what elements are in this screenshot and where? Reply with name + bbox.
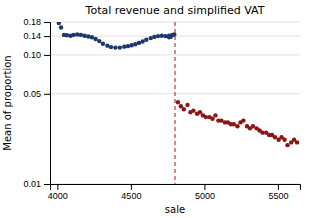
x-axis: 4000 4500 5000 5500 (48, 184, 301, 201)
tick-mark (44, 94, 50, 95)
grid-line (50, 54, 300, 55)
tick-label: 0.18 (23, 17, 41, 27)
tick: 0.05 (23, 89, 50, 99)
point (59, 25, 63, 29)
point (176, 100, 180, 104)
tick-mark (44, 184, 50, 185)
point (152, 35, 156, 39)
point (241, 118, 245, 122)
tick: 5500 (268, 184, 288, 201)
tick-mark (44, 22, 50, 23)
point (129, 43, 133, 47)
point (185, 103, 189, 107)
x-axis-title: sale (165, 204, 185, 215)
tick: 4500 (121, 184, 141, 201)
point (57, 22, 61, 25)
axis-line (44, 23, 51, 185)
point (118, 45, 122, 49)
marks (57, 22, 300, 184)
point (182, 107, 186, 111)
point (113, 45, 117, 49)
tick: 0.10 (23, 50, 50, 60)
point (86, 34, 90, 38)
tick: 0.18 (23, 17, 50, 27)
tick-label: 5000 (195, 191, 215, 201)
tick-mark (44, 55, 50, 56)
point (273, 135, 277, 139)
tick: 4000 (48, 184, 68, 201)
tick-label: 0.10 (23, 50, 41, 60)
y-axis: 0.01 0.05 0.10 0.14 0.18 (23, 17, 50, 189)
point (144, 38, 148, 42)
y-axis-title: Mean of proportion (2, 55, 13, 150)
cutoff-line (174, 22, 175, 184)
point (285, 143, 289, 147)
tick-label: 0.05 (23, 89, 41, 99)
point (93, 37, 97, 41)
tick-mark (131, 184, 132, 190)
point (109, 45, 113, 49)
tick-label: 4500 (121, 191, 141, 201)
point (172, 32, 176, 36)
tick: 0.14 (23, 31, 50, 41)
point (295, 140, 299, 144)
point (235, 124, 239, 128)
point (82, 33, 86, 37)
tick-label: 4000 (48, 191, 68, 201)
tick: 0.01 (23, 179, 50, 189)
point (126, 44, 130, 48)
point (79, 33, 83, 37)
series (176, 100, 300, 147)
tick-label: 5500 (268, 191, 288, 201)
point (191, 108, 195, 112)
tick-mark (278, 184, 279, 190)
point (210, 117, 214, 121)
point (213, 113, 217, 117)
point (101, 42, 105, 46)
grid (50, 22, 300, 184)
point (282, 138, 286, 142)
tick-mark (204, 184, 205, 190)
tick-mark (57, 184, 58, 190)
tick: 5000 (195, 184, 215, 201)
point (97, 39, 101, 43)
chart: 4000 4500 5000 5500 0.01 0.05 0.10 0.14 0.18 Tota… (0, 0, 312, 218)
tick-mark (44, 36, 50, 37)
tick-label: 0.14 (23, 31, 41, 41)
axis-line (51, 185, 301, 191)
tick-label: 0.01 (23, 179, 41, 189)
series (57, 22, 177, 50)
plot: 4000 4500 5000 5500 0.01 0.05 0.10 0.14 0.18 (23, 17, 300, 201)
title: Total revenue and simplified VAT (85, 4, 265, 17)
